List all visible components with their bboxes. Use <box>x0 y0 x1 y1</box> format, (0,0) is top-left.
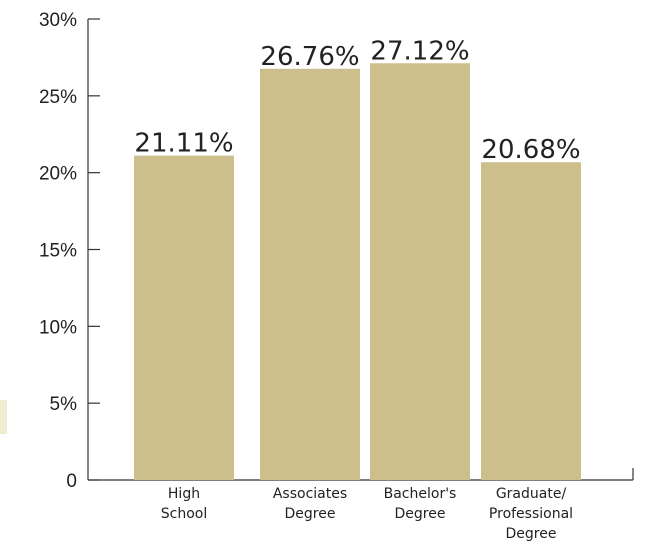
x-tick-label-line: Degree <box>506 526 557 542</box>
y-tick-label: 10% <box>39 317 77 338</box>
x-tick-label: Associates Degree <box>273 486 347 522</box>
x-tick-label-line: School <box>161 506 207 522</box>
x-tick-label-line: Degree <box>395 506 446 522</box>
x-tick-label-line: High <box>168 486 200 502</box>
x-tick-label: Bachelor's Degree <box>384 486 457 522</box>
labels: 21.11% High School 26.76% Associates Degree 27… <box>134 36 580 542</box>
x-tick-label-line: Graduate/ <box>496 486 567 502</box>
y-tick-label: 20% <box>39 164 77 185</box>
y-tick-label: 5% <box>50 394 78 415</box>
edge-mark <box>0 400 7 434</box>
data-label: 26.76% <box>260 42 359 72</box>
bar <box>260 68 360 481</box>
bar <box>134 155 234 480</box>
data-label: 20.68% <box>481 135 580 165</box>
y-tick-label: 0 <box>66 471 77 492</box>
bar <box>481 162 581 480</box>
x-tick-label-line: Professional <box>489 506 573 522</box>
x-tick-label-line: Associates <box>273 486 347 502</box>
y-tick-label: 25% <box>39 87 77 108</box>
x-tick-label: Graduate/Professional Degree <box>489 486 573 542</box>
data-label: 21.11% <box>134 129 233 159</box>
x-tick-label-line: Bachelor's <box>384 486 457 502</box>
y-tick-label: 30% <box>39 10 77 31</box>
data-label: 27.12% <box>370 36 469 66</box>
x-tick-label-line: Degree <box>285 506 336 522</box>
bar <box>370 63 470 480</box>
y-tick-label: 15% <box>39 241 77 262</box>
x-tick-label: High School <box>161 486 207 522</box>
bars <box>134 63 581 481</box>
